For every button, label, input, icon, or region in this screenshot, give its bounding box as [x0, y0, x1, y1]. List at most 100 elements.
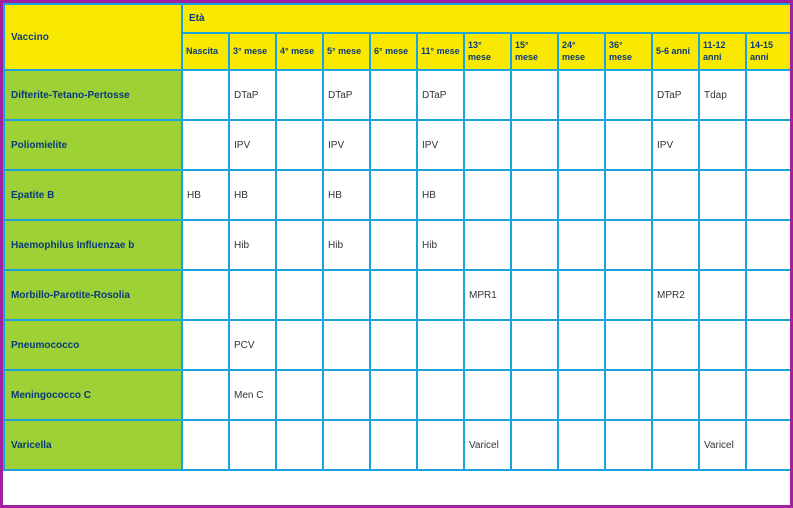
schedule-cell — [464, 370, 511, 420]
vaccine-name-cell: Difterite-Tetano-Pertosse — [4, 70, 182, 120]
schedule-cell: DTaP — [229, 70, 276, 120]
schedule-cell: HB — [323, 170, 370, 220]
schedule-cell: HB — [182, 170, 229, 220]
age-col-1: 3° mese — [229, 33, 276, 70]
schedule-cell — [182, 320, 229, 370]
vaccine-name-cell: Epatite B — [4, 170, 182, 220]
schedule-cell: IPV — [652, 120, 699, 170]
schedule-cell — [229, 270, 276, 320]
schedule-cell — [276, 370, 323, 420]
schedule-cell — [699, 120, 746, 170]
schedule-cell — [276, 420, 323, 470]
schedule-cell: Varicel — [464, 420, 511, 470]
schedule-cell — [182, 70, 229, 120]
schedule-cell — [699, 370, 746, 420]
vaccine-name-cell: Meningococco C — [4, 370, 182, 420]
schedule-cell — [511, 70, 558, 120]
age-col-9: 36° mese — [605, 33, 652, 70]
schedule-cell — [511, 420, 558, 470]
schedule-cell — [182, 420, 229, 470]
schedule-cell — [558, 170, 605, 220]
age-col-7: 15° mese — [511, 33, 558, 70]
schedule-cell — [276, 120, 323, 170]
schedule-cell — [511, 320, 558, 370]
schedule-cell — [511, 370, 558, 420]
schedule-cell — [746, 220, 793, 270]
vaccine-schedule-table: Vaccino Età Nascita 3° mese 4° mese 5° m… — [3, 3, 793, 471]
vaccine-schedule-container: Vaccino Età Nascita 3° mese 4° mese 5° m… — [0, 0, 793, 508]
schedule-cell — [558, 70, 605, 120]
schedule-cell — [323, 320, 370, 370]
schedule-cell: DTaP — [652, 70, 699, 120]
schedule-cell: HB — [417, 170, 464, 220]
schedule-cell — [605, 370, 652, 420]
schedule-cell — [182, 370, 229, 420]
schedule-cell — [746, 170, 793, 220]
schedule-cell: Hib — [323, 220, 370, 270]
schedule-cell — [699, 170, 746, 220]
schedule-cell — [699, 270, 746, 320]
schedule-cell — [276, 270, 323, 320]
schedule-cell — [182, 120, 229, 170]
schedule-cell — [323, 270, 370, 320]
schedule-cell — [464, 120, 511, 170]
schedule-cell — [417, 320, 464, 370]
schedule-cell — [558, 320, 605, 370]
schedule-cell — [558, 420, 605, 470]
table-row: Haemophilus Influenzae bHibHibHib — [4, 220, 793, 270]
schedule-cell — [605, 320, 652, 370]
schedule-cell: Men C — [229, 370, 276, 420]
age-col-10: 5-6 anni — [652, 33, 699, 70]
schedule-cell — [605, 70, 652, 120]
schedule-cell — [370, 420, 417, 470]
schedule-cell — [276, 220, 323, 270]
schedule-cell — [746, 120, 793, 170]
vaccine-name-cell: Morbillo-Parotite-Rosolia — [4, 270, 182, 320]
schedule-cell — [464, 220, 511, 270]
schedule-cell — [746, 420, 793, 470]
schedule-cell: MPR1 — [464, 270, 511, 320]
schedule-cell — [511, 220, 558, 270]
vaccine-name-cell: Varicella — [4, 420, 182, 470]
schedule-cell — [464, 170, 511, 220]
age-col-8: 24° mese — [558, 33, 605, 70]
age-col-5: 11° mese — [417, 33, 464, 70]
schedule-cell — [370, 70, 417, 120]
schedule-cell: Varicel — [699, 420, 746, 470]
schedule-cell: MPR2 — [652, 270, 699, 320]
table-row: Morbillo-Parotite-Rosolia MPR1 MPR2 — [4, 270, 793, 320]
schedule-cell — [652, 320, 699, 370]
table-body: Difterite-Tetano-PertosseDTaPDTaPDTaPDTa… — [4, 70, 793, 470]
schedule-cell — [558, 120, 605, 170]
schedule-cell — [558, 370, 605, 420]
schedule-cell — [605, 120, 652, 170]
header-vaccino: Vaccino — [4, 4, 182, 70]
header-eta: Età — [182, 4, 793, 33]
schedule-cell — [276, 170, 323, 220]
table-row: Meningococco C Men C — [4, 370, 793, 420]
table-row: PoliomieliteIPVIPVIPVIPV — [4, 120, 793, 170]
schedule-cell: IPV — [323, 120, 370, 170]
schedule-cell — [276, 70, 323, 120]
schedule-cell — [370, 120, 417, 170]
schedule-cell — [323, 370, 370, 420]
schedule-cell: HB — [229, 170, 276, 220]
schedule-cell — [182, 270, 229, 320]
age-col-4: 6° mese — [370, 33, 417, 70]
schedule-cell — [417, 370, 464, 420]
schedule-cell: IPV — [417, 120, 464, 170]
age-col-11: 11-12 anni — [699, 33, 746, 70]
vaccine-name-cell: Haemophilus Influenzae b — [4, 220, 182, 270]
schedule-cell — [699, 320, 746, 370]
schedule-cell — [276, 320, 323, 370]
schedule-cell — [370, 320, 417, 370]
schedule-cell — [370, 270, 417, 320]
schedule-cell — [746, 320, 793, 370]
schedule-cell — [417, 420, 464, 470]
schedule-cell — [511, 270, 558, 320]
table-row: Epatite BHBHBHBHB — [4, 170, 793, 220]
schedule-cell — [558, 270, 605, 320]
schedule-cell — [652, 370, 699, 420]
schedule-cell: IPV — [229, 120, 276, 170]
schedule-cell — [746, 70, 793, 120]
